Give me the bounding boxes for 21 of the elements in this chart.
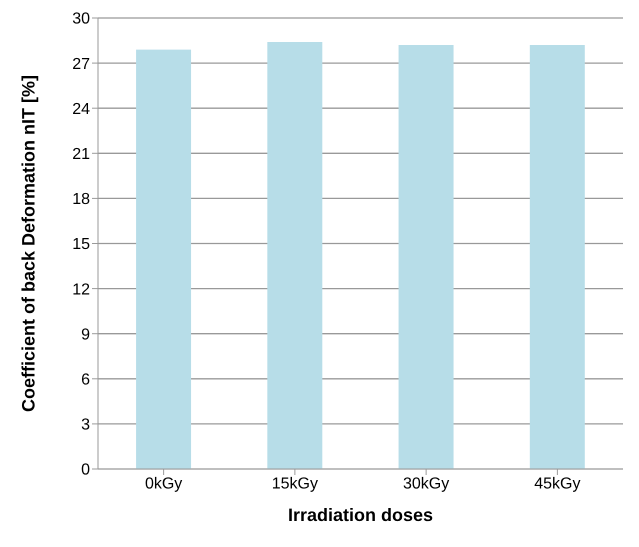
y-tick-label: 3 — [81, 416, 90, 434]
y-tick-label: 24 — [72, 100, 90, 118]
bar — [398, 45, 454, 469]
x-tick-label: 0kGy — [144, 475, 182, 492]
y-tick-label: 27 — [72, 56, 90, 73]
x-tick-label: 30kGy — [403, 475, 450, 492]
bar — [267, 42, 322, 469]
y-tick-label: 30 — [72, 10, 90, 28]
y-tick-label: 15 — [72, 236, 90, 254]
x-tick-label: 15kGy — [272, 475, 318, 492]
y-tick-label: 9 — [81, 326, 90, 344]
y-tick-label: 12 — [72, 281, 90, 298]
y-tick-label: 0 — [81, 462, 90, 479]
y-axis-title: Coefficient of back Deformation nIT [%] — [18, 74, 38, 412]
y-tick-label: 6 — [81, 371, 90, 388]
bar — [530, 45, 585, 469]
y-tick-label: 21 — [72, 146, 90, 163]
x-tick-label: 45kGy — [534, 475, 580, 492]
y-tick-label: 18 — [72, 191, 90, 208]
bar — [136, 50, 192, 469]
x-axis-title: Irradiation doses — [288, 505, 434, 525]
